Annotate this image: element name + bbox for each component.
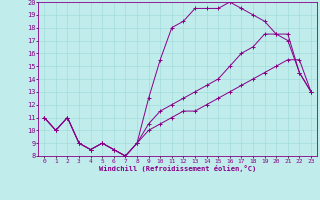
X-axis label: Windchill (Refroidissement éolien,°C): Windchill (Refroidissement éolien,°C)	[99, 165, 256, 172]
